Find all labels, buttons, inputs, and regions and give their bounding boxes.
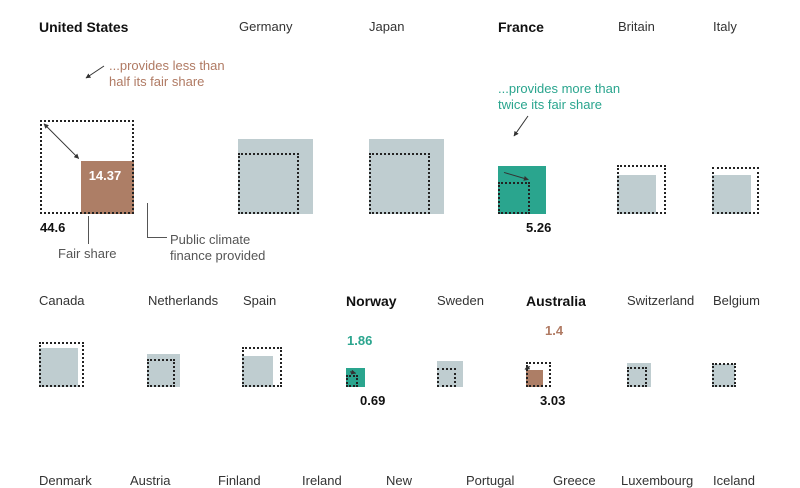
provided-value-norway: 1.86 — [347, 333, 373, 348]
fair-share-square-united-states — [40, 119, 135, 214]
fair-share-square-japan — [369, 153, 430, 214]
country-label-australia: Australia — [526, 293, 586, 309]
country-label-spain: Spain — [243, 293, 277, 308]
fair-share-leader-line — [88, 216, 89, 244]
provided-square-italy — [712, 175, 751, 214]
country-label-britain: Britain — [618, 19, 655, 34]
country-label-germany: Germany — [239, 19, 293, 34]
annotation-more-than-twice: ...provides more than twice its fair sha… — [498, 81, 621, 112]
provided-square-france — [498, 166, 546, 214]
fair-share-square-italy — [712, 167, 759, 214]
france-note-arrow — [513, 115, 529, 137]
country-label-switzerland: Switzerland — [627, 293, 695, 308]
fair-share-square-canada — [39, 341, 85, 387]
france-diagonal-arrow — [503, 171, 529, 181]
provided-square-japan — [369, 138, 445, 214]
provided-value-france: 11.37 — [538, 134, 570, 149]
provided-square-australia — [526, 370, 543, 387]
us-diagonal-arrow — [43, 123, 80, 159]
legend-fair-share: Fair share — [58, 246, 117, 261]
fair-share-square-australia — [526, 362, 551, 387]
country-label-belgium: Belgium — [713, 293, 760, 308]
provided-leader-vertical — [147, 203, 148, 237]
country-label-netherlands: Netherlands — [148, 293, 219, 308]
country-label-united-states: United States — [39, 19, 129, 35]
fair-share-square-belgium — [712, 362, 736, 387]
provided-square-switzerland — [627, 362, 652, 387]
provided-value-australia: 1.4 — [545, 323, 564, 338]
provided-square-united-states — [80, 160, 135, 214]
fair-share-square-sweden — [437, 367, 457, 387]
fair-share-square-norway — [346, 375, 358, 387]
provided-square-spain — [242, 356, 273, 387]
provided-square-canada — [39, 347, 79, 387]
fair-share-square-spain — [242, 347, 282, 387]
provided-leader-horizontal — [147, 237, 167, 238]
provided-square-sweden — [437, 360, 464, 387]
provided-square-germany — [238, 138, 314, 214]
fair-share-value-united-states: 44.6 — [40, 220, 66, 235]
country-label-italy: Italy — [713, 19, 737, 34]
fair-share-value-france: 5.26 — [526, 220, 552, 235]
fair-share-square-switzerland — [627, 367, 647, 387]
fair-share-square-netherlands — [147, 358, 176, 387]
annotation-less-than-half: ...provides less than half its fair shar… — [109, 58, 225, 89]
country-label-sweden: Sweden — [437, 293, 484, 308]
fair-share-value-norway: 0.69 — [360, 393, 386, 408]
norway-diagonal-arrow — [349, 369, 357, 375]
us-note-arrow — [85, 65, 105, 79]
provided-square-belgium — [712, 364, 735, 387]
fair-share-value-australia: 3.03 — [540, 393, 566, 408]
country-label-japan: Japan — [369, 19, 405, 34]
country-label-canada: Canada — [39, 293, 85, 308]
fair-share-square-france — [498, 181, 531, 214]
legend-provided: Public climate finance provided — [170, 232, 266, 263]
fair-share-square-britain — [617, 165, 666, 214]
fair-share-square-germany — [238, 153, 299, 214]
provided-value-united-states: 14.37 — [88, 167, 122, 183]
australia-diagonal-arrow — [524, 364, 531, 370]
provided-square-britain — [617, 175, 656, 214]
country-label-france: France — [498, 19, 544, 35]
country-label-norway: Norway — [346, 293, 397, 309]
